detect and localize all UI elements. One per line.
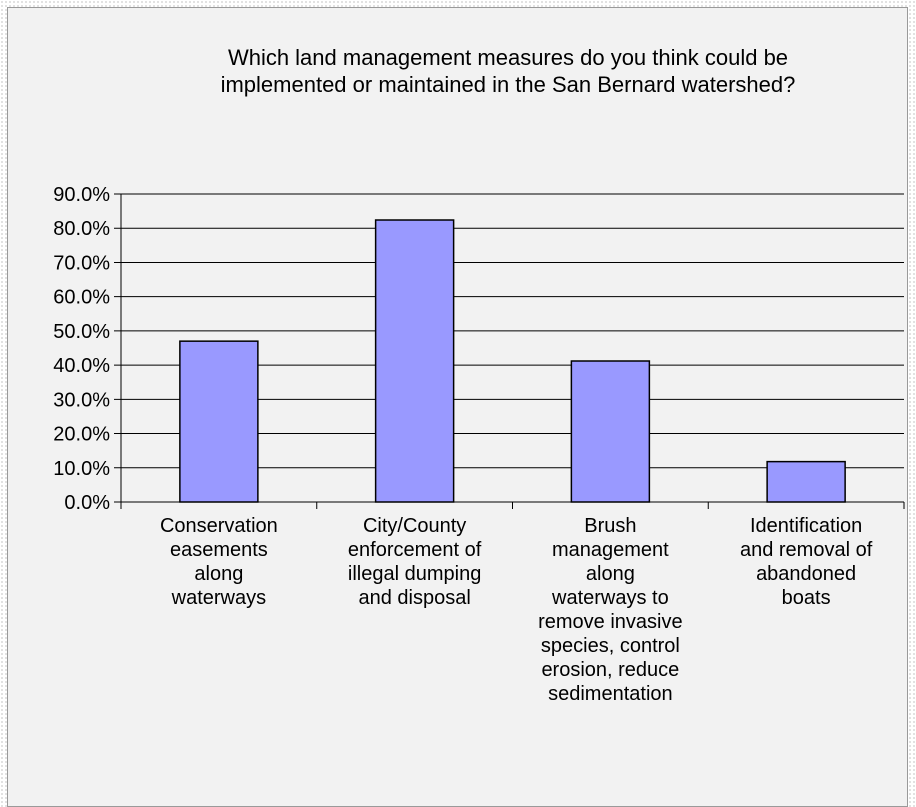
y-tick-label: 60.0% <box>53 287 110 309</box>
y-tick-label: 90.0% <box>53 184 110 206</box>
y-tick-label: 70.0% <box>53 252 110 274</box>
x-category-label: Identification and removal of abandoned … <box>739 515 873 609</box>
y-tick-label: 40.0% <box>53 355 110 377</box>
chart-title: Which land management measures do you th… <box>220 45 796 97</box>
y-tick-label: 50.0% <box>53 321 110 343</box>
y-tick-label: 10.0% <box>53 458 110 480</box>
y-tick-label: 0.0% <box>64 492 110 514</box>
y-tick-label: 20.0% <box>53 424 110 446</box>
bar <box>766 460 846 503</box>
bar <box>374 219 455 503</box>
plot-area: 0.0% 10.0% 20.0% 30.0% 40.0% 50.0% 60.0% 70.0% 8… <box>53 184 905 514</box>
x-category-label: Brush management along waterways to remo… <box>538 515 683 705</box>
y-tick-label: 80.0% <box>53 218 110 240</box>
y-tick-label: 30.0% <box>53 389 110 411</box>
chart-frame: Which land management measures do you th… <box>7 7 908 807</box>
bar <box>179 340 259 503</box>
x-category-label: Conservation easements along waterways <box>159 515 278 609</box>
x-category-label: City/County enforcement of illegal dumpi… <box>347 515 482 609</box>
bar <box>570 360 651 503</box>
